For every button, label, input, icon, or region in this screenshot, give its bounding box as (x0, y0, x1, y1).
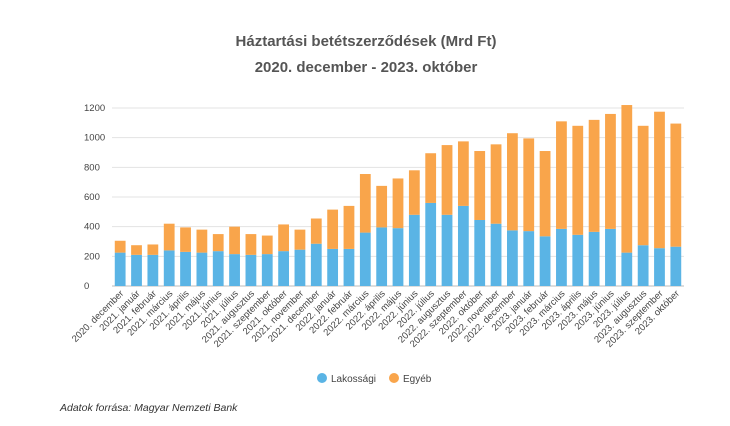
bar-egyeb (637, 125, 649, 246)
y-tick-label: 1200 (84, 103, 105, 114)
bar-egyeb (408, 170, 420, 215)
bar-egyeb (457, 141, 469, 206)
legend: Lakossági Egyéb (317, 373, 432, 385)
bar-lakossagi (180, 251, 191, 286)
bar-lakossagi (572, 234, 584, 286)
bar-egyeb (245, 234, 257, 255)
bar-lakossagi (310, 243, 322, 286)
bar-egyeb (654, 111, 665, 249)
bar-egyeb (507, 133, 518, 231)
y-tick-label: 400 (84, 222, 100, 233)
bar-lakossagi (588, 231, 600, 286)
bar-lakossagi (131, 254, 142, 286)
bar-egyeb (294, 229, 306, 250)
bar-lakossagi (637, 245, 649, 286)
bar-lakossagi (605, 228, 616, 286)
bar-lakossagi (425, 202, 437, 286)
bar-egyeb (425, 153, 437, 203)
bar-lakossagi (507, 230, 518, 286)
bar-egyeb (539, 151, 551, 237)
bar-egyeb (163, 223, 175, 251)
chart-title: Háztartási betétszerződések (Mrd Ft) (236, 33, 497, 50)
chart-subtitle: 2020. december - 2023. október (255, 59, 478, 76)
bar-lakossagi (523, 231, 535, 286)
bar-lakossagi (490, 223, 502, 286)
bar-lakossagi (441, 214, 453, 286)
bar-lakossagi (196, 252, 208, 286)
bar-lakossagi (408, 214, 420, 286)
y-tick-label: 800 (84, 162, 100, 173)
bar-egyeb (261, 235, 273, 255)
bar-egyeb (310, 218, 322, 244)
bar-egyeb (670, 123, 682, 247)
bar-egyeb (490, 144, 502, 224)
bar-egyeb (392, 178, 404, 229)
bar-lakossagi (212, 251, 224, 286)
bar-lakossagi (343, 248, 355, 286)
bar-egyeb (229, 226, 240, 255)
bar-lakossagi (147, 254, 159, 286)
bar-egyeb (572, 125, 584, 235)
y-tick-label: 200 (84, 251, 100, 262)
bar-egyeb (147, 244, 159, 255)
bar-egyeb (441, 145, 453, 215)
bar-egyeb (131, 245, 142, 255)
bar-lakossagi (539, 236, 551, 286)
bar-egyeb (114, 240, 126, 253)
bar-egyeb (180, 227, 191, 252)
bar-egyeb (278, 224, 289, 252)
bar-egyeb (523, 138, 535, 232)
bar-egyeb (212, 234, 224, 252)
bar-egyeb (376, 185, 388, 228)
bar-egyeb (556, 121, 567, 229)
bar-lakossagi (163, 250, 175, 286)
bar-lakossagi (245, 254, 257, 286)
bar-egyeb (359, 174, 371, 233)
bar-egyeb (343, 205, 355, 249)
y-tick-label: 1000 (84, 133, 105, 144)
bar-egyeb (588, 119, 600, 232)
bar-lakossagi (114, 252, 126, 286)
bar-lakossagi (621, 252, 633, 286)
bar-lakossagi (327, 248, 339, 286)
bar-lakossagi (670, 246, 682, 286)
bar-lakossagi (294, 249, 306, 286)
bar-lakossagi (278, 251, 289, 286)
bars (114, 105, 682, 286)
legend-swatch-egyeb (389, 373, 399, 383)
bar-lakossagi (376, 227, 388, 286)
bar-egyeb (605, 113, 616, 229)
bar-lakossagi (654, 248, 665, 286)
legend-label-lakossagi: Lakossági (331, 374, 376, 385)
bar-lakossagi (392, 228, 404, 286)
source-note: Adatok forrása: Magyar Nemzeti Bank (60, 402, 238, 414)
bar-egyeb (474, 151, 486, 220)
legend-label-egyeb: Egyéb (403, 374, 432, 385)
bar-lakossagi (556, 228, 567, 286)
bar-egyeb (196, 229, 208, 253)
y-tick-label: 600 (84, 192, 100, 203)
legend-swatch-lakossagi (317, 373, 327, 383)
bar-lakossagi (474, 219, 486, 286)
bar-lakossagi (457, 205, 469, 286)
bar-egyeb (327, 209, 339, 249)
bar-lakossagi (229, 254, 240, 286)
bar-egyeb (621, 105, 633, 253)
y-tick-label: 0 (84, 281, 89, 292)
bar-lakossagi (261, 254, 273, 286)
y-axis: 0 200 400 600 800 1000 1200 (84, 103, 105, 292)
bar-lakossagi (359, 232, 371, 286)
